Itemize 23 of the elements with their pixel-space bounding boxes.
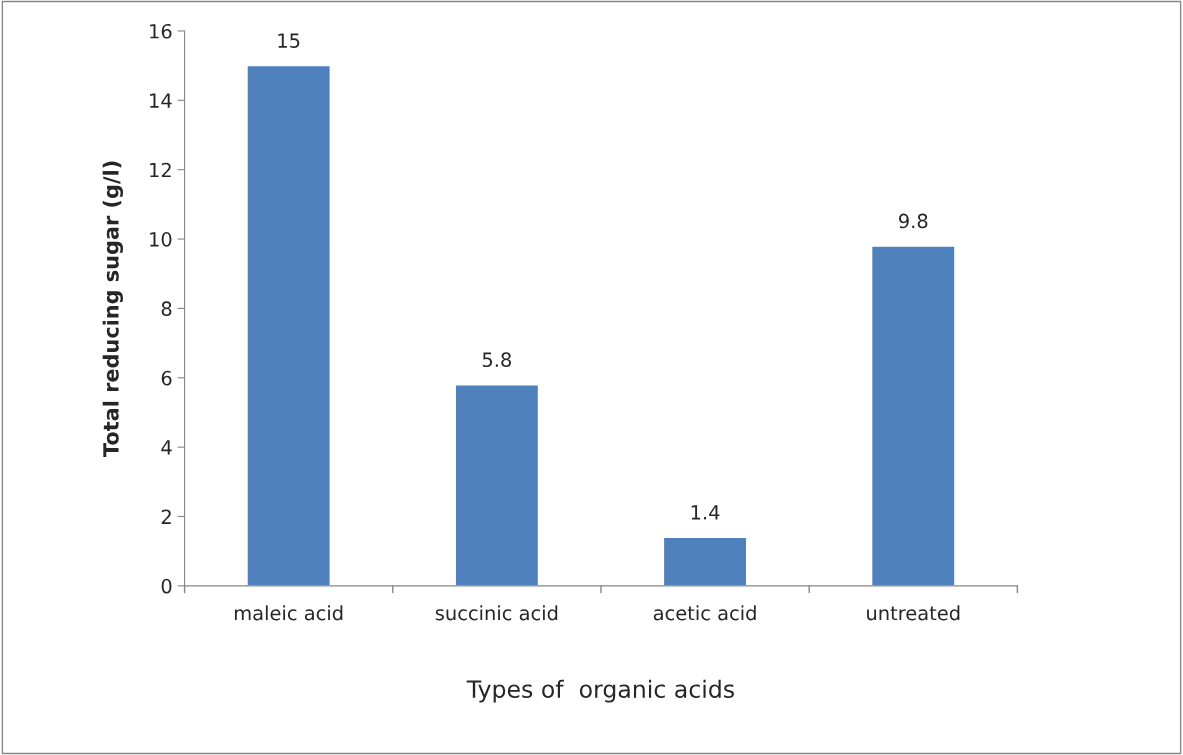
y-tick-label: 12	[150, 162, 171, 178]
data-label: 9.8	[899, 213, 928, 229]
y-axis-title: Total reducing sugar (g/l)	[102, 161, 123, 457]
y-tick-label: 14	[150, 93, 172, 108]
data-label: 15	[278, 33, 300, 48]
x-tick-label: maleic acid	[234, 605, 343, 621]
bar	[870, 245, 956, 586]
data-label: 5.8	[482, 352, 511, 368]
data-label: 1.4	[691, 505, 720, 520]
x-tick-label: untreated	[867, 605, 960, 621]
y-tick-label: 0	[161, 578, 172, 594]
bar	[662, 536, 748, 586]
y-tick-label: 8	[161, 301, 172, 317]
x-tick-label: acetic acid	[653, 605, 756, 621]
y-tick-label: 2	[161, 509, 171, 524]
x-tick-label: succinic acid	[435, 605, 558, 621]
y-tick-label: 16	[150, 23, 172, 39]
y-tick-label: 10	[150, 232, 172, 247]
y-tick-label: 6	[161, 370, 172, 386]
y-tick-label: 4	[161, 440, 172, 455]
bar	[246, 64, 331, 586]
x-axis-title: Types of organic acids	[466, 679, 734, 703]
bar	[454, 384, 540, 586]
